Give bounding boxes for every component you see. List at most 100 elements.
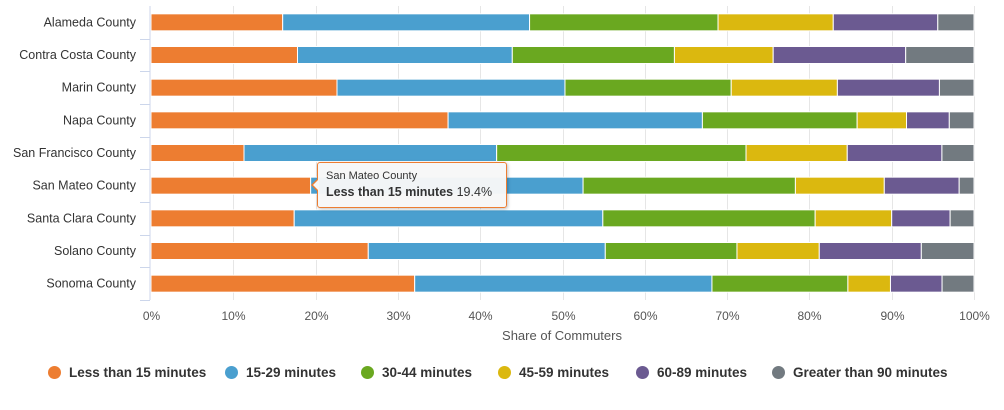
bar-segment[interactable] bbox=[150, 46, 298, 64]
bar-segment[interactable] bbox=[582, 176, 796, 195]
bar-segment[interactable] bbox=[958, 176, 975, 195]
legend-marker bbox=[772, 365, 785, 379]
bar-segment[interactable] bbox=[673, 46, 774, 64]
legend-marker bbox=[48, 365, 61, 379]
category-label: San Mateo County bbox=[32, 179, 136, 193]
bar-segment[interactable] bbox=[447, 111, 703, 130]
bar-segment[interactable] bbox=[150, 209, 295, 228]
category-labels: Alameda County Contra Costa County Marin C… bbox=[13, 15, 137, 290]
bar-segment[interactable] bbox=[847, 274, 891, 293]
bar-segment[interactable] bbox=[604, 242, 738, 260]
legend-label: Less than 15 minutes bbox=[69, 364, 207, 380]
bar-segment[interactable] bbox=[772, 46, 907, 64]
bars bbox=[150, 13, 975, 293]
legend-item-30-44[interactable]: 30-44 minutes bbox=[361, 358, 472, 386]
bar-segment[interactable] bbox=[150, 274, 416, 293]
bar-segment[interactable] bbox=[883, 176, 960, 195]
bar-segment[interactable] bbox=[856, 111, 908, 130]
bar-segment[interactable] bbox=[529, 13, 719, 32]
bar-segment[interactable] bbox=[937, 13, 975, 32]
bar-segment[interactable] bbox=[150, 242, 369, 260]
bar-segment[interactable] bbox=[818, 242, 922, 260]
bar-segment[interactable] bbox=[367, 242, 606, 260]
x-tick-label: 70% bbox=[715, 309, 739, 323]
bar-segment[interactable] bbox=[602, 209, 816, 228]
legend-marker bbox=[636, 365, 649, 379]
bar-segment[interactable] bbox=[282, 13, 531, 32]
x-tick-label: 80% bbox=[797, 309, 821, 323]
legend-label: 60-89 minutes bbox=[657, 364, 748, 380]
bar-segment[interactable] bbox=[814, 209, 893, 228]
x-tick-label: 60% bbox=[633, 309, 657, 323]
legend-marker bbox=[361, 365, 374, 379]
bar-segment[interactable] bbox=[941, 274, 975, 293]
bar-segment[interactable] bbox=[336, 78, 566, 97]
category-label: Alameda County bbox=[44, 15, 137, 29]
bar-segment[interactable] bbox=[889, 274, 943, 293]
legend-label: 30-44 minutes bbox=[382, 364, 473, 380]
legend-label: 45-59 minutes bbox=[519, 364, 610, 380]
legend: Less than 15 minutes 15-29 minutes 30-44… bbox=[0, 358, 1004, 386]
x-tick-label: 50% bbox=[551, 309, 575, 323]
x-tick-label: 40% bbox=[468, 309, 492, 323]
category-label: Sonoma County bbox=[46, 277, 136, 291]
legend-item-60-89[interactable]: 60-89 minutes bbox=[636, 358, 747, 386]
category-label: San Francisco County bbox=[13, 146, 137, 160]
tooltip-value: 19.4% bbox=[456, 185, 493, 199]
bar-segment[interactable] bbox=[794, 176, 885, 195]
x-tick-label: 100% bbox=[959, 309, 990, 323]
bar-segment[interactable] bbox=[150, 111, 449, 130]
bar-segment[interactable] bbox=[564, 78, 732, 97]
legend-item-less-than-15[interactable]: Less than 15 minutes bbox=[48, 358, 206, 386]
bar-segment[interactable] bbox=[905, 46, 975, 64]
bar-segment[interactable] bbox=[736, 242, 820, 260]
x-tick-label: 90% bbox=[880, 309, 904, 323]
bar-segment[interactable] bbox=[730, 78, 838, 97]
bar-segment[interactable] bbox=[949, 209, 975, 228]
bar-segment[interactable] bbox=[938, 78, 975, 97]
legend-label: 15-29 minutes bbox=[246, 364, 337, 380]
x-axis-title: Share of Commuters bbox=[502, 328, 622, 343]
bar-segment[interactable] bbox=[511, 46, 675, 64]
bar-segment[interactable] bbox=[150, 78, 338, 97]
bar-segment[interactable] bbox=[414, 274, 713, 293]
bar-segment[interactable] bbox=[293, 209, 604, 228]
category-label: Solano County bbox=[54, 244, 137, 258]
bar-segment[interactable] bbox=[836, 78, 940, 97]
stacked-bar-chart: Alameda County Contra Costa County Marin C… bbox=[13, 6, 990, 343]
legend-label: Greater than 90 minutes bbox=[793, 364, 948, 380]
bar-segment[interactable] bbox=[711, 274, 849, 293]
x-tick-labels: 0% 10% 20% 30% 40% 50% 60% 70% 80% 90% 100% bbox=[143, 309, 990, 323]
x-tick-label: 20% bbox=[304, 309, 328, 323]
legend-item-45-59[interactable]: 45-59 minutes bbox=[498, 358, 609, 386]
category-label: Marin County bbox=[62, 81, 137, 95]
tooltip-series: Less than 15 minutes bbox=[326, 185, 454, 199]
bar-segment[interactable] bbox=[243, 144, 498, 162]
category-label: Contra Costa County bbox=[19, 48, 136, 62]
legend-marker bbox=[498, 365, 511, 379]
bar-segment[interactable] bbox=[920, 242, 975, 260]
x-tick-label: 10% bbox=[221, 309, 245, 323]
legend-item-15-29[interactable]: 15-29 minutes bbox=[225, 358, 336, 386]
category-label: Santa Clara County bbox=[27, 211, 137, 225]
bar-segment[interactable] bbox=[832, 13, 939, 32]
bar-segment[interactable] bbox=[150, 144, 245, 162]
legend-item-greater-than-90[interactable]: Greater than 90 minutes bbox=[772, 358, 948, 386]
bar-segment[interactable] bbox=[846, 144, 943, 162]
bar-segment[interactable] bbox=[717, 13, 834, 32]
x-tick-label: 0% bbox=[143, 309, 161, 323]
bar-segment[interactable] bbox=[891, 209, 951, 228]
bar-segment[interactable] bbox=[150, 13, 284, 32]
bar-segment[interactable] bbox=[745, 144, 848, 162]
bar-segment[interactable] bbox=[150, 176, 312, 195]
bar-segment[interactable] bbox=[941, 144, 975, 162]
bar-segment[interactable] bbox=[296, 46, 513, 64]
tooltip-category: San Mateo County bbox=[326, 170, 418, 182]
tooltip: San Mateo County Less than 15 minutes 19… bbox=[311, 162, 507, 208]
category-label: Napa County bbox=[63, 113, 137, 127]
bar-segment[interactable] bbox=[701, 111, 858, 130]
bar-segment[interactable] bbox=[906, 111, 950, 130]
bar-segment[interactable] bbox=[948, 111, 975, 130]
bar-segment[interactable] bbox=[496, 144, 747, 162]
legend-marker bbox=[225, 365, 238, 379]
